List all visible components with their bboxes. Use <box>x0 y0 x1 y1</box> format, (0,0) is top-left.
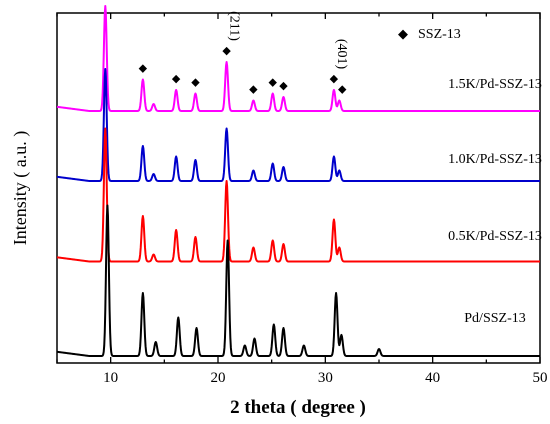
series-label-1-0k-pd-ssz-13: 1.0K/Pd-SSZ-13 <box>448 152 542 167</box>
x-tick-label: 30 <box>318 370 333 386</box>
peak-marker: ◆ <box>222 45 231 57</box>
peak-marker: ◆ <box>139 63 148 75</box>
peak-marker: ◆ <box>172 73 181 85</box>
series-line-0-5k-pd-ssz-13 <box>56 127 541 263</box>
x-tick-label: 10 <box>103 370 118 386</box>
x-tick-label: 50 <box>533 370 548 386</box>
series-label-0-5k-pd-ssz-13: 0.5K/Pd-SSZ-13 <box>448 229 542 244</box>
series-labels: 1.5K/Pd-SSZ-13 1.0K/Pd-SSZ-13 0.5K/Pd-SSZ-… <box>448 77 542 326</box>
plot-frame <box>56 12 541 364</box>
x-tick-label: 20 <box>211 370 226 386</box>
peak-hkl-label: (211) <box>227 11 242 41</box>
peak-marker: ◆ <box>191 77 200 89</box>
series-line-1-0k-pd-ssz-13 <box>56 68 541 182</box>
legend: ◆ SSZ-13 <box>398 26 461 42</box>
peak-marker: ◆ <box>101 0 110 1</box>
series-label-1-5k-pd-ssz-13: 1.5K/Pd-SSZ-13 <box>448 77 542 92</box>
x-axis-label: 2 theta ( degree ) <box>230 397 366 418</box>
peak-marker: ◆ <box>269 77 278 89</box>
peak-hkl-label: (401) <box>334 39 349 70</box>
y-axis-label: Intensity ( a.u. ) <box>10 131 31 245</box>
peak-marker: ◆ <box>330 73 339 85</box>
legend-marker: ◆ <box>398 26 408 41</box>
peak-marker: ◆ <box>279 80 288 92</box>
x-axis-ticks: 10 20 30 40 50 <box>56 13 548 386</box>
peak-marker: ◆ <box>338 83 347 95</box>
peak-marker: ◆ <box>249 84 258 96</box>
series-line-pd-ssz-13 <box>56 204 541 357</box>
legend-label: SSZ-13 <box>418 27 461 42</box>
series-line-1-5k-pd-ssz-13 <box>56 5 541 112</box>
peak-markers: ◆(101)◆◆◆◆(211)◆◆◆◆(401)◆ <box>101 0 349 96</box>
series-group <box>56 5 541 357</box>
series-label-pd-ssz-13: Pd/SSZ-13 <box>464 311 525 326</box>
x-tick-label: 40 <box>425 370 440 386</box>
